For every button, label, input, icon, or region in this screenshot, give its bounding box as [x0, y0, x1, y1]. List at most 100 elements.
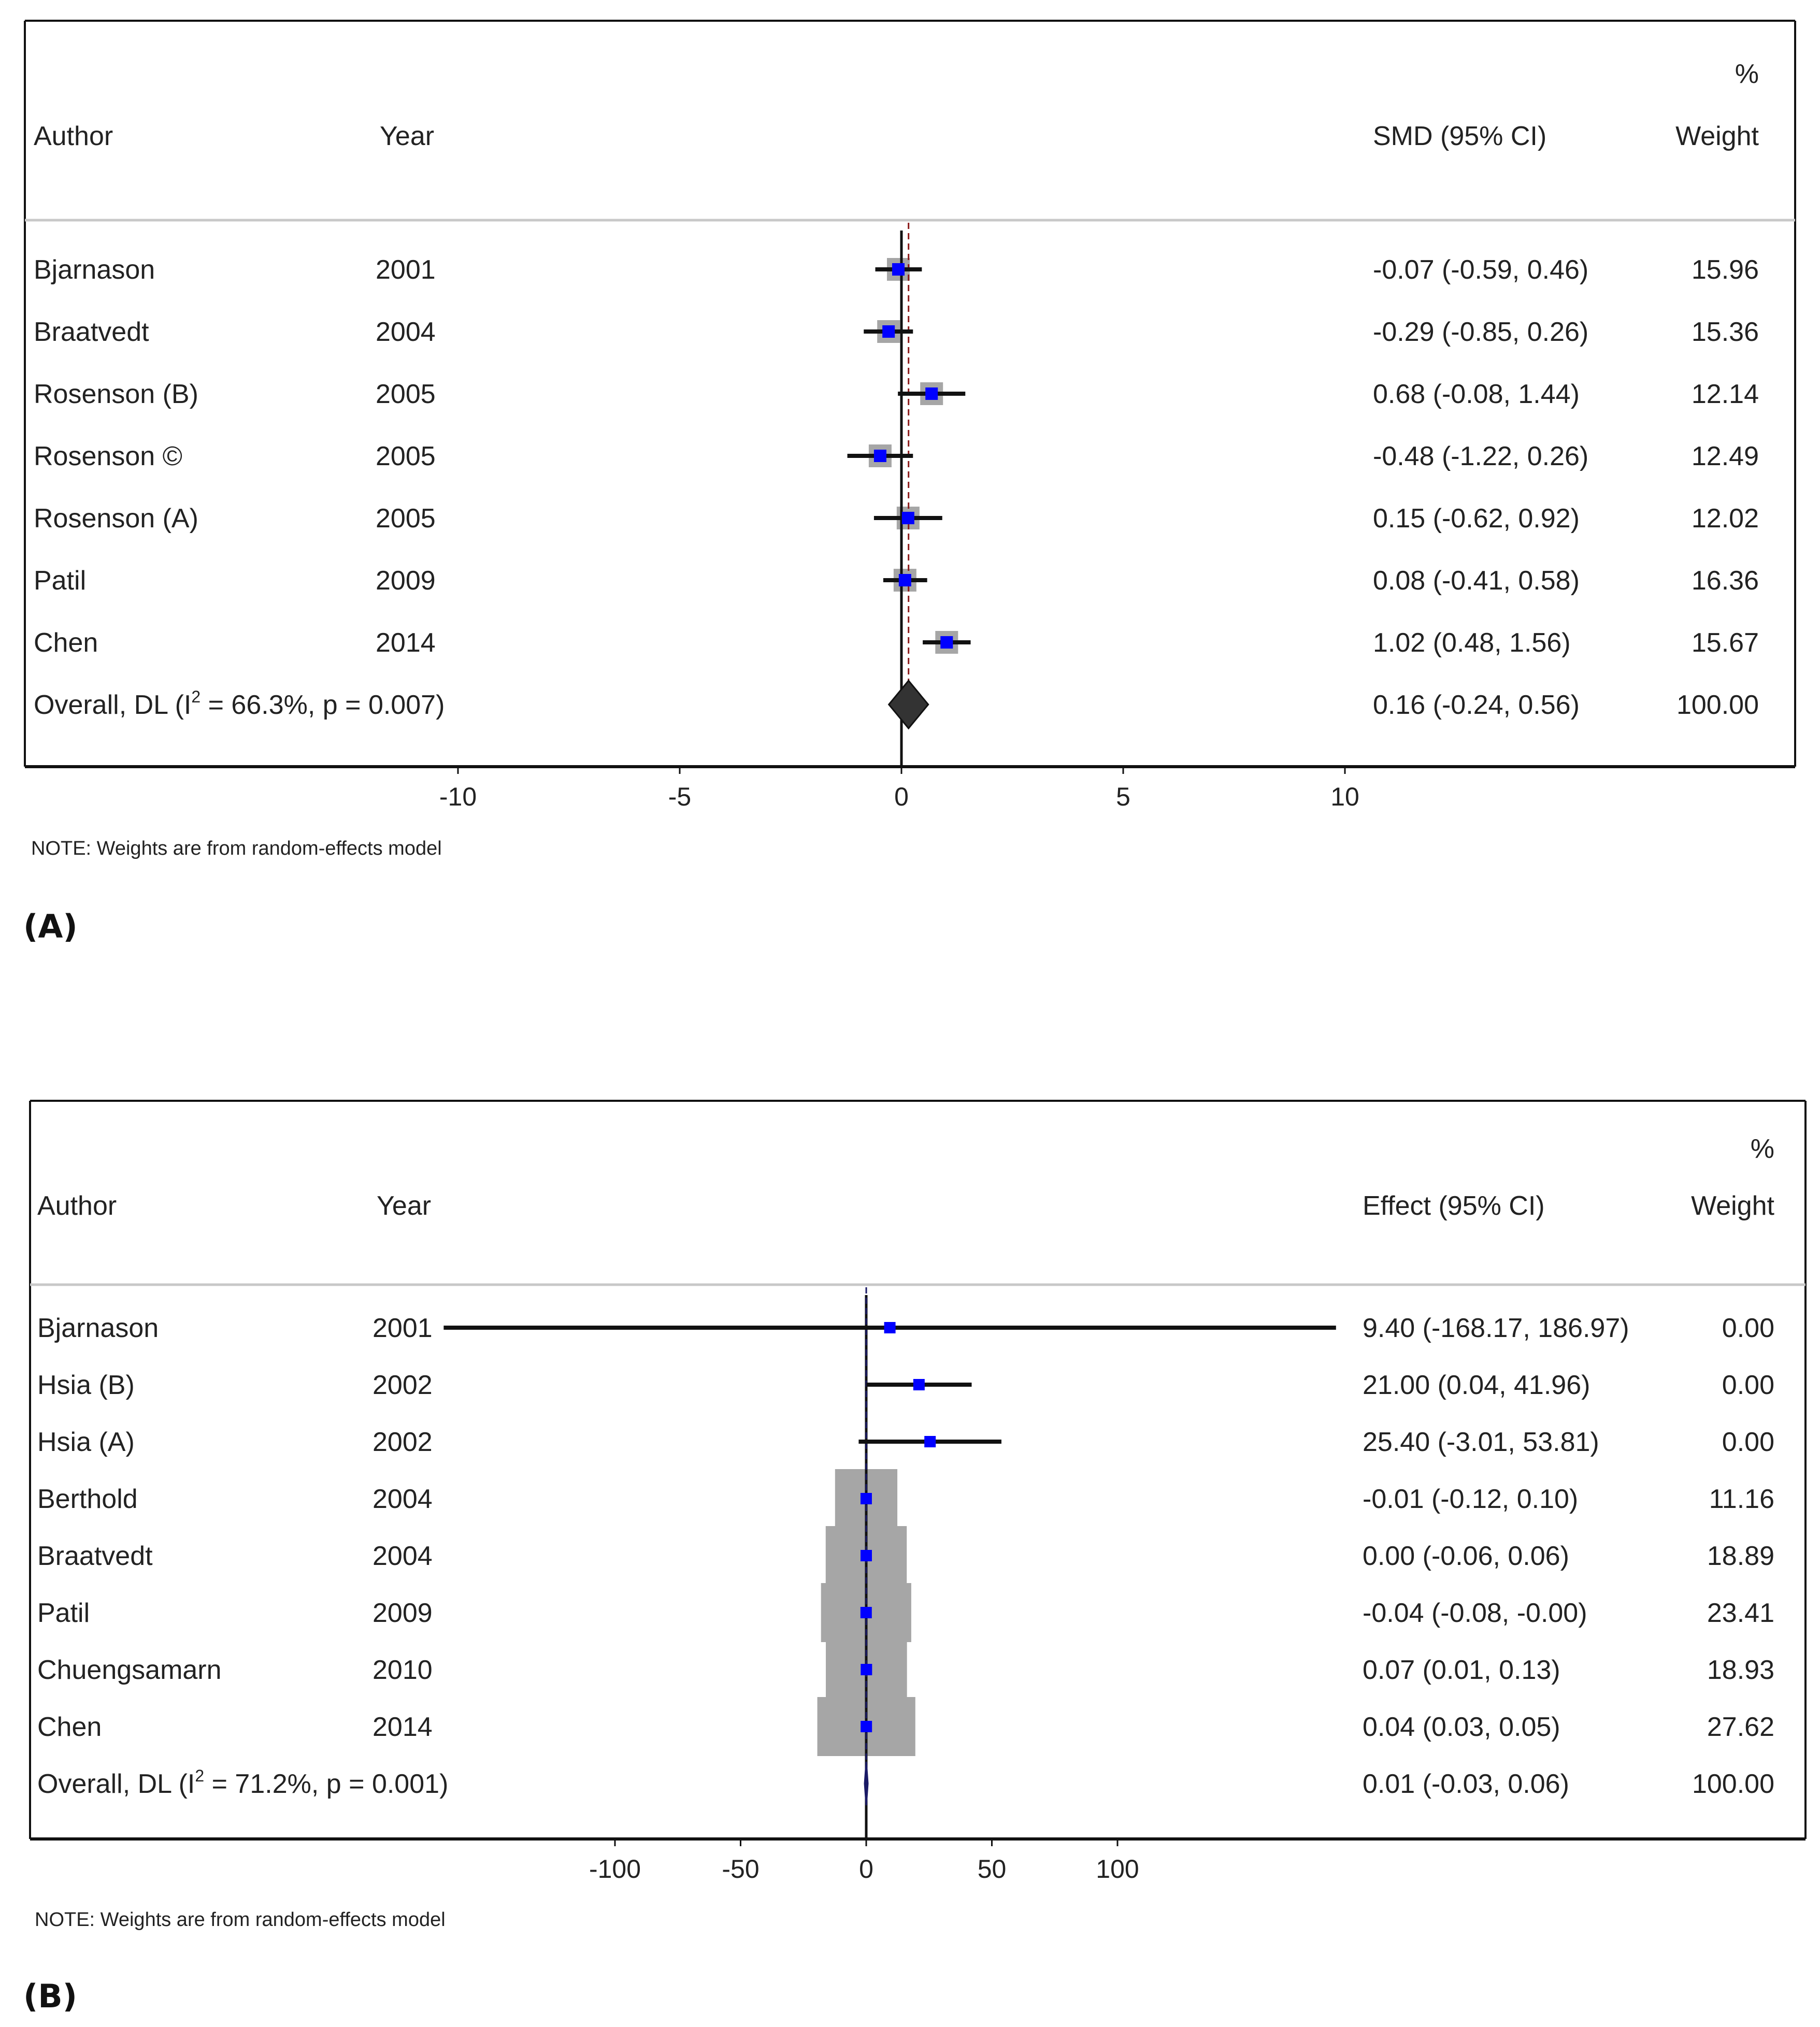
study-author-4: Braatvedt	[37, 1541, 153, 1571]
overall-weight: 100.00	[1676, 690, 1759, 720]
study-weight-4: 18.89	[1707, 1541, 1774, 1571]
study-weight-6: 18.93	[1707, 1655, 1774, 1685]
study-ci-text-6: 1.02 (0.48, 1.56)	[1373, 628, 1571, 658]
study-year-5: 2009	[376, 566, 436, 596]
point-estimate-4	[901, 512, 914, 524]
study-ci-text-6: 0.07 (0.01, 0.13)	[1363, 1655, 1560, 1685]
point-estimate-5	[898, 574, 911, 586]
study-author-4: Rosenson (A)	[34, 504, 198, 534]
point-estimate-6	[940, 636, 953, 649]
study-ci-text-2: 0.68 (-0.08, 1.44)	[1373, 379, 1580, 409]
study-ci-text-4: 0.00 (-0.06, 0.06)	[1363, 1541, 1569, 1571]
study-author-7: Chen	[37, 1712, 102, 1742]
study-year-1: 2004	[376, 317, 436, 347]
study-weight-5: 23.41	[1707, 1598, 1774, 1628]
x-tick-label-0: -10	[439, 782, 477, 811]
study-weight-5: 16.36	[1692, 566, 1759, 596]
x-tick-label-1: -5	[668, 782, 691, 811]
study-author-0: Bjarnason	[37, 1313, 159, 1343]
study-weight-3: 11.16	[1709, 1484, 1774, 1514]
header-weight-percent: %	[1735, 59, 1759, 89]
study-ci-text-3: -0.48 (-1.22, 0.26)	[1373, 441, 1588, 471]
study-ci-text-4: 0.15 (-0.62, 0.92)	[1373, 504, 1580, 534]
point-estimate-1	[882, 325, 895, 338]
study-ci-text-7: 0.04 (0.03, 0.05)	[1363, 1712, 1560, 1742]
study-author-2: Rosenson (B)	[34, 379, 198, 409]
study-year-5: 2009	[372, 1598, 433, 1628]
study-author-6: Chen	[34, 628, 98, 658]
study-weight-1: 0.00	[1722, 1370, 1774, 1400]
header-weight: Weight	[1691, 1191, 1774, 1221]
point-estimate-0	[884, 1322, 896, 1333]
study-ci-text-0: 9.40 (-168.17, 186.97)	[1363, 1313, 1629, 1343]
panel-label: (A)	[23, 908, 78, 945]
point-estimate-2	[924, 1436, 936, 1447]
study-ci-text-2: 25.40 (-3.01, 53.81)	[1363, 1427, 1599, 1457]
panel-label: (B)	[23, 1977, 77, 2015]
study-year-6: 2014	[376, 628, 436, 658]
study-author-6: Chuengsamarn	[37, 1655, 222, 1685]
header-effect-ci: Effect (95% CI)	[1363, 1191, 1545, 1221]
overall-label: Overall, DL (I2 = 71.2%, p = 0.001)	[37, 1766, 448, 1799]
study-weight-7: 27.62	[1707, 1712, 1774, 1742]
study-weight-3: 12.49	[1692, 441, 1759, 471]
study-year-3: 2005	[376, 441, 436, 471]
point-estimate-0	[892, 263, 905, 276]
point-estimate-2	[925, 387, 938, 400]
study-year-0: 2001	[376, 255, 436, 285]
x-tick-label-2: 0	[859, 1855, 873, 1884]
x-tick-label-4: 10	[1330, 782, 1359, 811]
overall-weight: 100.00	[1692, 1769, 1774, 1799]
study-year-2: 2005	[376, 379, 436, 409]
study-weight-6: 15.67	[1692, 628, 1759, 658]
x-tick-label-4: 100	[1096, 1855, 1139, 1884]
header-author: Author	[37, 1191, 117, 1221]
study-author-0: Bjarnason	[34, 255, 155, 285]
x-tick-label-2: 0	[894, 782, 909, 811]
study-ci-text-3: -0.01 (-0.12, 0.10)	[1363, 1484, 1578, 1514]
study-year-6: 2010	[372, 1655, 433, 1685]
x-tick-label-3: 50	[978, 1855, 1007, 1884]
study-weight-0: 15.96	[1692, 255, 1759, 285]
weights-note: NOTE: Weights are from random-effects mo…	[35, 1909, 446, 1931]
study-weight-0: 0.00	[1722, 1313, 1774, 1343]
study-year-4: 2004	[372, 1541, 433, 1571]
overall-label: Overall, DL (I2 = 66.3%, p = 0.007)	[34, 687, 445, 720]
point-estimate-4	[861, 1550, 872, 1561]
point-estimate-1	[913, 1379, 925, 1390]
point-estimate-7	[861, 1721, 872, 1732]
study-ci-text-1: 21.00 (0.04, 41.96)	[1363, 1370, 1590, 1400]
header-weight: Weight	[1675, 121, 1759, 151]
study-ci-text-5: -0.04 (-0.08, -0.00)	[1363, 1598, 1587, 1628]
overall-ci-text: 0.16 (-0.24, 0.56)	[1373, 690, 1580, 720]
study-ci-text-5: 0.08 (-0.41, 0.58)	[1373, 566, 1580, 596]
study-weight-2: 0.00	[1722, 1427, 1774, 1457]
study-year-4: 2005	[376, 504, 436, 534]
point-estimate-3	[873, 450, 886, 462]
header-effect-ci: SMD (95% CI)	[1373, 121, 1546, 151]
study-author-5: Patil	[34, 566, 86, 596]
study-weight-4: 12.02	[1692, 504, 1759, 534]
study-weight-2: 12.14	[1692, 379, 1759, 409]
point-estimate-5	[860, 1607, 872, 1618]
header-year: Year	[380, 121, 434, 151]
study-author-5: Patil	[37, 1598, 90, 1628]
study-author-1: Hsia (B)	[37, 1370, 135, 1400]
x-tick-label-3: 5	[1116, 782, 1130, 811]
study-ci-text-0: -0.07 (-0.59, 0.46)	[1373, 255, 1588, 285]
header-year: Year	[377, 1191, 431, 1221]
forest-panel-a: Author Year SMD (95% CI)% Weight Bjarnason 20…	[23, 20, 1796, 945]
study-author-2: Hsia (A)	[37, 1427, 135, 1457]
weights-note: NOTE: Weights are from random-effects mo…	[31, 838, 442, 859]
study-author-1: Braatvedt	[34, 317, 149, 347]
study-year-0: 2001	[372, 1313, 433, 1343]
study-weight-1: 15.36	[1692, 317, 1759, 347]
study-year-1: 2002	[372, 1370, 433, 1400]
point-estimate-6	[861, 1664, 872, 1675]
overall-diamond	[864, 1761, 869, 1806]
study-author-3: Berthold	[37, 1484, 138, 1514]
forest-panel-b: Author Year Effect (95% CI)% Weight Bjarnaso…	[23, 1100, 1807, 2015]
point-estimate-3	[860, 1493, 872, 1504]
overall-ci-text: 0.01 (-0.03, 0.06)	[1363, 1769, 1569, 1799]
